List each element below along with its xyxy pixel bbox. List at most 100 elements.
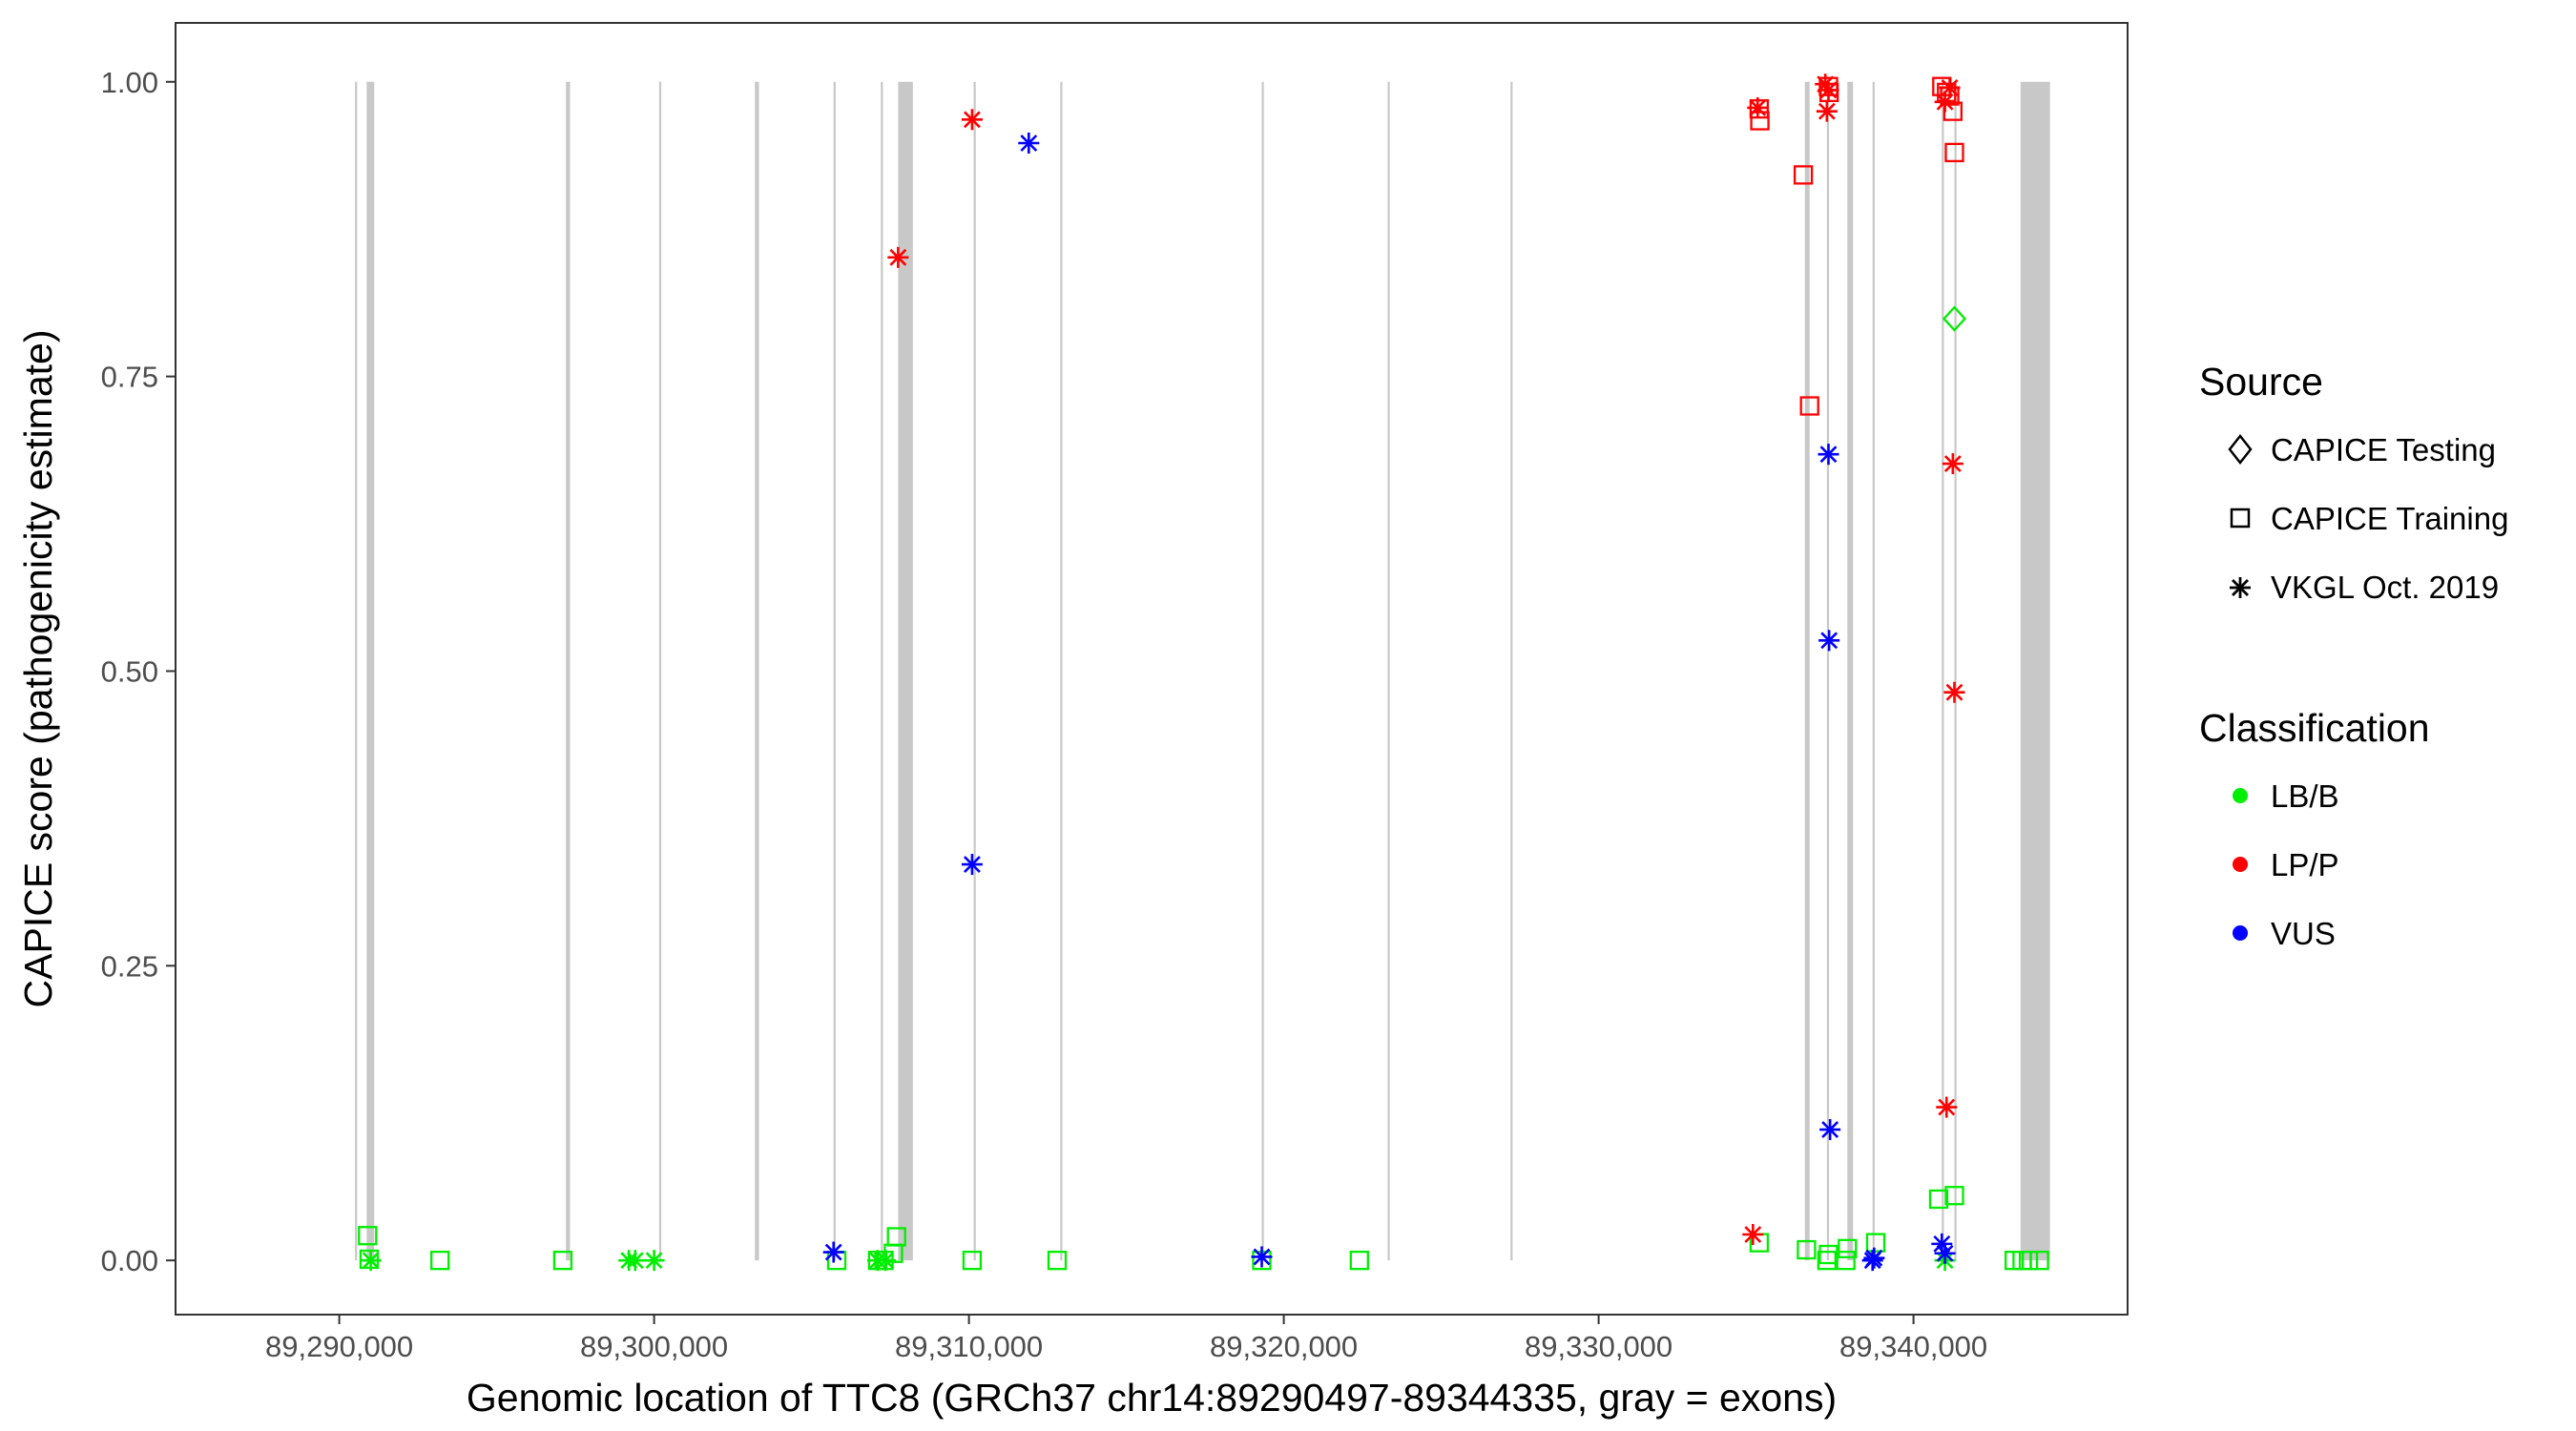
exon-band (1847, 81, 1854, 1261)
point-square-lbb (1047, 1251, 1068, 1271)
legend: Source CAPICE Testing CAPICE Training VK… (2199, 360, 2508, 951)
plot-background (176, 23, 2128, 1315)
data-points (358, 73, 2049, 1272)
point-asterisk-lpp (1934, 91, 1956, 113)
y-axis-title: CAPICE score (pathogenicity estimate) (16, 330, 60, 1008)
point-asterisk-vus (1863, 1247, 1885, 1269)
legend-source-testing-label: CAPICE Testing (2271, 432, 2496, 467)
legend-asterisk-icon (2230, 577, 2251, 598)
exon-band (1826, 81, 1830, 1261)
y-tick-label: 0.75 (101, 361, 158, 394)
point-asterisk-lpp (1943, 681, 1965, 703)
legend-source-vkgl-label: VKGL Oct. 2019 (2271, 570, 2499, 605)
exon-band (355, 81, 358, 1261)
point-square-lbb (1349, 1251, 1369, 1271)
exon-band (1872, 81, 1875, 1261)
x-tick-label: 89,320,000 (1210, 1330, 1358, 1363)
legend-diamond-icon (2228, 433, 2253, 466)
point-asterisk-lpp (1939, 76, 1961, 98)
point-square-lbb (1797, 1239, 1817, 1260)
x-tick-label: 89,330,000 (1525, 1330, 1672, 1363)
point-asterisk-vus (1251, 1246, 1273, 1268)
point-asterisk-lpp (1742, 1223, 1764, 1245)
point-asterisk-lpp (1747, 96, 1769, 118)
legend-source-title: Source (2199, 360, 2323, 404)
legend-classification-title: Classification (2199, 706, 2430, 750)
x-tick-label: 89,340,000 (1839, 1330, 1987, 1363)
point-asterisk-vus (822, 1241, 844, 1263)
point-square-lbb (2029, 1251, 2049, 1271)
legend-source-training-label: CAPICE Training (2271, 501, 2508, 536)
legend-class-lbb: LB/B (2233, 778, 2339, 814)
point-square-lbb (1836, 1251, 1856, 1271)
point-asterisk-lbb (360, 1250, 382, 1272)
exon-bands (355, 81, 2050, 1261)
y-tick-label: 0.50 (101, 654, 158, 688)
y-axis: 0.00 0.25 0.50 0.75 1.00 (101, 66, 176, 1277)
point-asterisk-vus (1018, 133, 1040, 155)
exon-band (1804, 81, 1810, 1261)
exon-band (1387, 81, 1390, 1261)
point-square-lpp (1944, 142, 1964, 163)
point-asterisk-lbb (643, 1250, 665, 1272)
point-square-lbb (2018, 1251, 2039, 1271)
legend-source-testing: CAPICE Testing (2228, 432, 2496, 467)
exon-band (973, 81, 976, 1261)
point-square-lbb (1944, 1186, 1964, 1206)
legend-source-vkgl: VKGL Oct. 2019 (2230, 570, 2499, 605)
point-asterisk-vus (1819, 1119, 1841, 1141)
point-asterisk-lpp (1936, 1096, 1958, 1118)
point-asterisk-lpp (887, 246, 909, 268)
point-asterisk-lbb (624, 1250, 646, 1272)
legend-lpp-dot-icon (2233, 857, 2248, 872)
y-tick-label: 1.00 (101, 66, 158, 99)
exon-band (1510, 81, 1513, 1261)
point-asterisk-vus (1818, 444, 1839, 466)
point-asterisk-lpp (1942, 453, 1963, 475)
exon-band (2020, 81, 2050, 1261)
exon-band (566, 81, 571, 1261)
exon-band (833, 81, 836, 1261)
x-tick-label: 89,290,000 (265, 1330, 413, 1363)
point-asterisk-vus (961, 854, 983, 876)
point-square-lbb (1928, 1189, 1949, 1210)
exon-band (658, 81, 662, 1261)
legend-lpp-label: LP/P (2271, 847, 2339, 882)
point-square-lbb (358, 1226, 378, 1246)
legend-vus-label: VUS (2271, 916, 2336, 951)
exon-band (1261, 81, 1264, 1261)
legend-lbb-label: LB/B (2271, 778, 2339, 814)
exon-band (898, 81, 913, 1261)
point-asterisk-vus (1931, 1233, 1953, 1255)
point-asterisk-lpp (1816, 100, 1838, 122)
plot-panel-border (175, 22, 2129, 1316)
point-asterisk-vus (1818, 630, 1840, 652)
point-diamond-lbb (1942, 305, 1967, 332)
point-square-lbb (1865, 1233, 1886, 1253)
legend-class-vus: VUS (2233, 916, 2336, 951)
legend-vus-dot-icon (2233, 925, 2248, 941)
point-square-lbb (430, 1251, 450, 1271)
legend-lbb-dot-icon (2233, 788, 2248, 803)
x-axis: 89,290,000 89,300,000 89,310,000 89,320,000… (265, 1315, 1987, 1363)
point-square-lpp (1793, 165, 1814, 185)
point-square-lbb (886, 1227, 906, 1247)
point-square-lpp (1799, 396, 1819, 416)
exon-band (366, 81, 375, 1261)
legend-source-training: CAPICE Training (2230, 501, 2508, 536)
point-asterisk-lpp (1818, 79, 1839, 101)
y-tick-label: 0.00 (101, 1244, 158, 1277)
x-tick-label: 89,300,000 (580, 1330, 728, 1363)
y-tick-label: 0.25 (101, 949, 158, 983)
point-asterisk-vus (1934, 1242, 1956, 1264)
exon-band (1954, 81, 1957, 1261)
legend-square-icon (2230, 508, 2251, 529)
exon-band (881, 81, 883, 1261)
exon-band (1942, 81, 1944, 1261)
legend-class-lpp: LP/P (2233, 847, 2339, 882)
x-axis-title: Genomic location of TTC8 (GRCh37 chr14:8… (467, 1376, 1837, 1420)
exon-band (1060, 81, 1063, 1261)
point-square-lbb (1838, 1238, 1858, 1258)
point-square-lbb (1817, 1251, 1837, 1271)
